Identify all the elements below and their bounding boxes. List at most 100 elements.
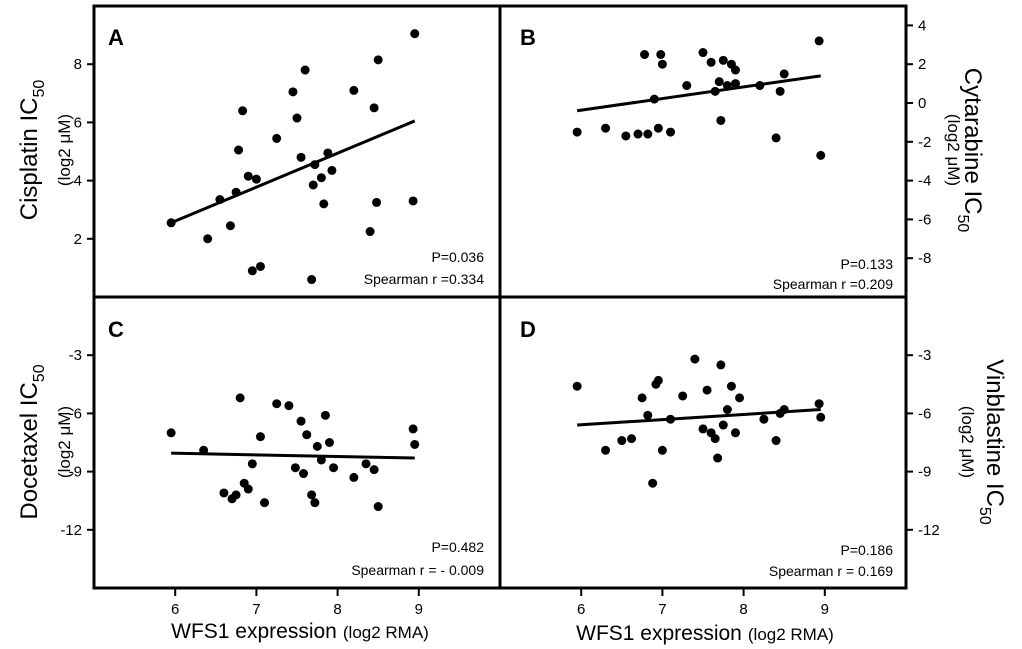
data-point-c-14: [296, 416, 306, 426]
y-tick-label-a-1: 4: [74, 173, 82, 190]
data-point-a-4: [231, 187, 241, 197]
data-point-b-18: [722, 81, 732, 91]
data-point-b-5: [643, 129, 653, 139]
data-point-c-0: [166, 428, 176, 438]
trend-line-b: [576, 74, 821, 113]
x-tick-label-d-1: 7: [658, 601, 666, 618]
y-axis-title-a: Cisplatin IC50: [16, 80, 48, 221]
data-point-b-17: [718, 55, 728, 65]
data-point-c-11: [272, 399, 282, 409]
y-axis-title-a-main: Cisplatin IC: [16, 98, 43, 221]
data-point-a-22: [349, 85, 359, 95]
data-point-b-27: [816, 150, 826, 160]
x-axis-title-right: WFS1 expression (log2 RMA): [576, 622, 834, 645]
data-point-a-18: [316, 173, 326, 183]
data-point-d-1: [601, 445, 611, 455]
data-point-b-24: [775, 86, 785, 96]
data-point-b-3: [633, 129, 643, 139]
data-point-d-2: [617, 436, 627, 446]
y-tick-label-c-2: -6: [69, 405, 82, 422]
data-point-c-17: [307, 490, 317, 500]
spearman-a: Spearman r =0.334: [364, 271, 484, 287]
data-point-d-9: [657, 445, 667, 455]
panel-letter-b: B: [520, 25, 536, 50]
data-point-c-22: [324, 438, 334, 447]
y-axis-title-c-sub: 50: [31, 364, 48, 382]
x-tick-label-c-3: 9: [415, 601, 423, 618]
data-point-a-16: [308, 180, 318, 190]
data-point-b-14: [710, 86, 720, 96]
data-point-d-13: [698, 424, 708, 434]
y-axis-title-c-main: Docetaxel IC: [16, 382, 43, 519]
y-tick-label-b-0: -8: [918, 250, 931, 267]
x-tick-label-c-0: 6: [171, 601, 179, 618]
data-point-b-11: [682, 81, 692, 91]
x-tick-label-c-1: 7: [252, 601, 260, 618]
y-axis-unit-c: (log2 μM): [55, 406, 74, 478]
data-point-d-19: [718, 420, 728, 430]
data-point-c-8: [247, 459, 257, 469]
data-point-b-4: [640, 50, 650, 59]
data-point-a-19: [319, 199, 329, 209]
data-point-a-10: [255, 261, 265, 271]
data-point-c-28: [408, 424, 418, 434]
p-value-a: P=0.036: [431, 249, 484, 265]
x-tick-label-d-0: 6: [577, 601, 585, 618]
data-point-d-0: [572, 381, 582, 391]
data-point-b-12: [698, 48, 708, 58]
data-point-c-13: [290, 463, 300, 473]
data-point-c-16: [302, 430, 312, 440]
p-value-c: P=0.482: [431, 539, 484, 555]
data-point-c-26: [369, 465, 379, 475]
x-axis-title-right-unit: (log2 RMA): [748, 625, 834, 644]
y-axis-title-b: Cytarabine IC50: [954, 68, 986, 233]
data-point-a-21: [327, 165, 337, 175]
data-point-c-15: [298, 469, 308, 479]
data-point-d-20: [722, 405, 732, 415]
data-point-a-12: [288, 87, 298, 97]
y-tick-label-d-3: -3: [918, 347, 931, 364]
data-point-b-13: [706, 57, 716, 67]
data-point-a-27: [408, 196, 418, 206]
data-point-a-28: [410, 29, 420, 39]
spearman-c: Spearman r = - 0.009: [351, 562, 484, 578]
data-point-c-9: [255, 432, 265, 442]
data-point-c-25: [361, 459, 371, 469]
data-point-a-14: [296, 152, 306, 162]
data-point-d-8: [653, 375, 663, 385]
data-point-b-6: [649, 94, 659, 104]
y-tick-label-d-2: -6: [918, 405, 931, 422]
data-point-b-0: [572, 127, 582, 137]
data-point-c-4: [231, 490, 241, 500]
data-point-c-21: [320, 410, 330, 420]
data-point-b-23: [771, 133, 781, 143]
y-axis-unit-b: (log2 μM): [944, 114, 963, 186]
p-value-d: P=0.186: [840, 542, 893, 558]
y-axis-title-b-sub: 50: [954, 214, 971, 232]
y-tick-label-c-0: -12: [60, 522, 82, 539]
data-point-b-8: [656, 50, 666, 59]
data-point-c-23: [329, 463, 339, 473]
data-point-a-20: [323, 148, 333, 158]
data-point-d-28: [814, 399, 824, 409]
y-axis-unit-a: (log2 μM): [55, 114, 74, 186]
data-point-c-10: [260, 498, 270, 508]
y-tick-label-d-1: -9: [918, 464, 931, 481]
y-tick-label-b-5: 2: [918, 56, 926, 73]
spearman-d: Spearman r = 0.169: [769, 563, 893, 579]
x-axis-title-right-main: WFS1 expression: [576, 622, 742, 645]
data-point-c-2: [219, 488, 229, 498]
marks-layer: 2 4 6 8 -8 -6 -4 -2 0 2 4 -12 -9 -6 -3 6 7 8 9 -12 -9 -6 -3 6 7 8…: [60, 17, 939, 618]
data-point-a-8: [247, 266, 257, 276]
data-point-c-7: [243, 484, 253, 494]
x-tick-label-c-2: 8: [333, 601, 341, 618]
data-point-a-29: [307, 275, 317, 285]
data-point-d-27: [779, 405, 789, 415]
data-point-c-1: [199, 445, 209, 455]
y-tick-label-d-0: -12: [918, 522, 940, 539]
data-point-b-22: [755, 81, 765, 91]
data-point-d-29: [816, 412, 826, 422]
data-point-d-12: [690, 354, 700, 364]
data-point-c-19: [312, 441, 322, 451]
